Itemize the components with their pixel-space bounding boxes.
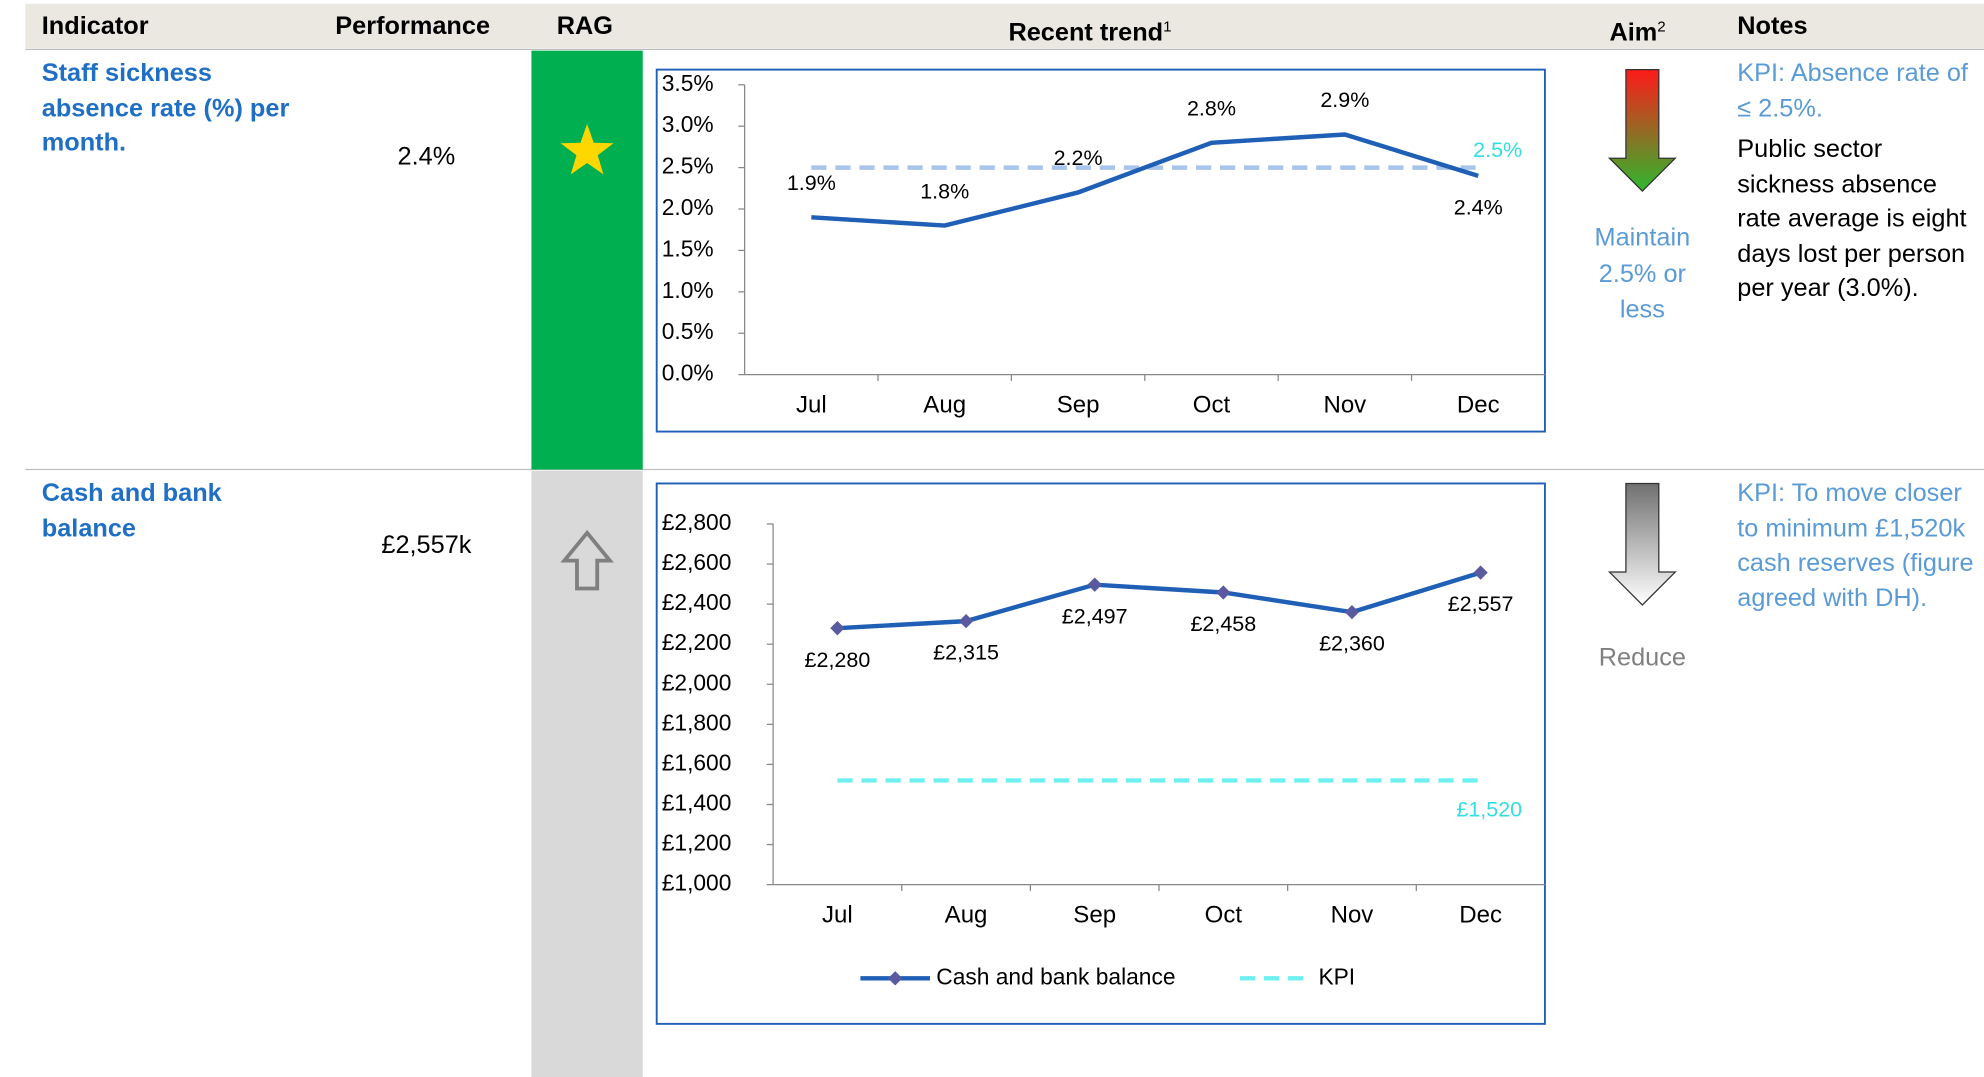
header-band: [25, 3, 1984, 49]
y-tick-label: £2,200: [662, 629, 732, 655]
aim-arrow: [1607, 68, 1677, 193]
data-label: 1.8%: [920, 179, 969, 203]
x-tick-label: Dec: [1457, 392, 1500, 419]
data-point: [830, 621, 845, 636]
y-tick-label: £2,000: [662, 669, 732, 695]
star-icon: [560, 124, 614, 175]
y-tick-label: 2.0%: [662, 194, 714, 220]
performance: 2.4%: [397, 143, 456, 171]
data-point: [958, 613, 974, 629]
y-tick-label: 2.5%: [662, 153, 714, 179]
x-tick-label: Nov: [1331, 902, 1374, 929]
y-tick-label: 3.5%: [662, 70, 714, 96]
aim-text: Maintain 2.5% or less: [1594, 224, 1691, 324]
x-tick-label: Oct: [1193, 392, 1231, 419]
note: KPI: Absence rate of ≤ 2.5%.: [1737, 59, 1968, 123]
x-tick-label: Sep: [1073, 902, 1116, 929]
kpi-label: £1,520: [1456, 798, 1522, 822]
y-tick-label: 0.5%: [662, 318, 714, 344]
header-cell: Performance: [335, 12, 491, 41]
aim-arrow: [1607, 482, 1677, 606]
data-label: 2.9%: [1320, 88, 1369, 112]
performance: £2,557k: [381, 531, 472, 560]
header-cell: RAG: [556, 12, 613, 41]
y-tick-label: £1,200: [662, 830, 732, 856]
legend-label: KPI: [1318, 963, 1355, 989]
chart-frame: [655, 482, 1546, 1025]
data-label: 1.9%: [787, 171, 836, 195]
series-line: [811, 132, 1479, 228]
y-tick-label: £1,000: [662, 870, 732, 896]
data-label: £2,497: [1062, 604, 1128, 628]
x-tick-label: Dec: [1459, 902, 1502, 929]
y-tick-label: £1,800: [662, 709, 732, 735]
y-tick-label: 3.0%: [662, 111, 714, 137]
aim-text: Reduce: [1598, 644, 1686, 673]
y-tick-label: 1.5%: [662, 235, 714, 261]
header-cell: Aim2: [1609, 17, 1666, 47]
x-tick-label: Nov: [1323, 392, 1366, 419]
data-label: £2,458: [1190, 612, 1256, 636]
series-line: [837, 570, 1482, 631]
up-arrow-icon: [560, 529, 614, 591]
legend-label: Cash and bank balance: [936, 963, 1175, 989]
chart-frame: [655, 68, 1546, 433]
kpi-label: 2.5%: [1473, 138, 1522, 162]
x-tick-label: Oct: [1205, 902, 1243, 929]
x-tick-label: Aug: [945, 902, 988, 929]
y-tick-label: £2,400: [662, 589, 732, 615]
legend-marker: [888, 971, 903, 986]
y-tick-label: £2,800: [662, 509, 732, 535]
header-cell: Indicator: [41, 12, 149, 41]
indicator: Staff sickness absence rate (%) per mont…: [41, 59, 290, 157]
header-cell: Recent trend1: [1008, 17, 1172, 47]
x-tick-label: Sep: [1057, 392, 1100, 419]
y-tick-label: £1,400: [662, 790, 732, 816]
header-cell: Notes: [1737, 12, 1808, 41]
indicator: Cash and bank balance: [41, 479, 222, 543]
data-label: 2.4%: [1454, 195, 1503, 219]
data-label: £2,557: [1448, 592, 1514, 616]
data-label: £2,360: [1319, 632, 1385, 656]
y-tick-label: 1.0%: [662, 277, 714, 303]
data-label: £2,315: [933, 641, 999, 665]
x-tick-label: Aug: [923, 392, 966, 419]
x-tick-label: Jul: [822, 902, 853, 929]
y-tick-label: 0.0%: [662, 360, 714, 386]
y-tick-label: £2,600: [662, 549, 732, 575]
x-tick-label: Jul: [796, 392, 827, 419]
data-label: 2.8%: [1187, 97, 1236, 121]
y-tick-label: £1,600: [662, 749, 732, 775]
rag-cell: [531, 470, 643, 1077]
note: KPI: To move closer to minimum £1,520k c…: [1737, 479, 1974, 612]
note: Public sector sickness absence rate aver…: [1737, 135, 1967, 303]
data-label: 2.2%: [1054, 146, 1103, 170]
data-label: £2,280: [805, 648, 871, 672]
rag-cell: [531, 50, 643, 470]
